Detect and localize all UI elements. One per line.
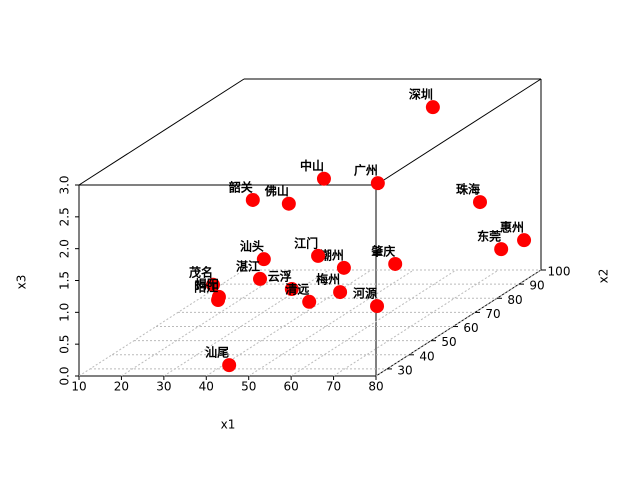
point-label: 江门 bbox=[294, 235, 318, 250]
grid-line bbox=[206, 269, 372, 377]
grid-line bbox=[163, 269, 330, 377]
grid-line bbox=[290, 269, 457, 377]
point bbox=[336, 260, 351, 275]
x1-tick-label: 70 bbox=[326, 380, 341, 394]
point-label: 阳江 bbox=[194, 280, 218, 295]
point-label: 河源 bbox=[352, 286, 377, 301]
point bbox=[494, 242, 509, 257]
x2-tick-label: 80 bbox=[507, 293, 522, 307]
x1-tick-label: 50 bbox=[241, 380, 256, 394]
x1-tick-label: 40 bbox=[199, 380, 214, 394]
point bbox=[222, 358, 237, 373]
grid-line bbox=[248, 269, 414, 377]
x2-tick-label: 40 bbox=[419, 349, 434, 363]
x1-tick-label: 30 bbox=[156, 380, 171, 394]
point-label: 茂名 bbox=[189, 264, 213, 279]
x3-tick-label: 1.5 bbox=[58, 271, 72, 290]
point-label: 云浮 bbox=[268, 269, 292, 284]
x2-tick-label: 70 bbox=[485, 307, 500, 321]
point-label: 湛江 bbox=[236, 258, 260, 273]
point-label: 佛山 bbox=[264, 183, 289, 198]
point bbox=[253, 271, 268, 286]
point-label: 深圳 bbox=[409, 87, 433, 102]
point-label: 揭阳 bbox=[195, 276, 219, 291]
point-label: 汕头 bbox=[240, 239, 264, 254]
box-edge bbox=[375, 78, 542, 186]
point bbox=[333, 285, 348, 300]
point-label: 清远 bbox=[285, 281, 309, 296]
x3-axis-label: x3 bbox=[15, 275, 29, 290]
grid-line bbox=[333, 269, 499, 377]
grid-line bbox=[78, 269, 245, 377]
point-label: 惠州 bbox=[500, 220, 524, 235]
x1-tick-label: 10 bbox=[71, 380, 86, 394]
x2-tick-label: 30 bbox=[397, 363, 412, 377]
point-label: 中山 bbox=[300, 158, 324, 173]
point bbox=[302, 294, 317, 309]
point bbox=[370, 176, 385, 191]
x3-tick-label: 0.5 bbox=[58, 335, 72, 354]
point-label: 汕尾 bbox=[205, 345, 229, 360]
x1-axis-label: x1 bbox=[221, 418, 236, 432]
point-label: 肇庆 bbox=[371, 243, 395, 258]
point-label: 珠海 bbox=[456, 182, 480, 197]
x3-tick-label: 1.0 bbox=[58, 303, 72, 322]
point bbox=[517, 233, 532, 248]
point bbox=[284, 282, 299, 297]
point-label: 梅州 bbox=[316, 272, 340, 287]
x3-tick-label: 0.0 bbox=[58, 366, 72, 385]
point bbox=[425, 100, 440, 115]
point-label: 潮州 bbox=[320, 247, 344, 262]
point-label: 东莞 bbox=[477, 229, 501, 244]
point bbox=[211, 293, 226, 308]
x2-tick-label: 50 bbox=[441, 335, 456, 349]
point bbox=[245, 192, 260, 207]
point-label: 广州 bbox=[354, 163, 378, 178]
x2-axis-label: x2 bbox=[597, 269, 611, 284]
box-edge bbox=[78, 78, 245, 186]
x2-tick-label: 90 bbox=[529, 279, 544, 293]
x2-tick-label: 60 bbox=[463, 321, 478, 335]
point bbox=[311, 248, 326, 263]
point bbox=[205, 277, 220, 292]
point bbox=[388, 256, 403, 271]
grid-line bbox=[375, 269, 542, 377]
x3-tick-label: 2.5 bbox=[58, 207, 72, 226]
point bbox=[256, 252, 271, 267]
point bbox=[472, 195, 487, 210]
grid-line bbox=[121, 269, 287, 377]
point-label: 韶关 bbox=[229, 179, 253, 194]
point bbox=[281, 196, 296, 211]
x1-tick-label: 80 bbox=[368, 380, 383, 394]
x1-tick-label: 20 bbox=[114, 380, 129, 394]
x3-tick-label: 3.0 bbox=[58, 175, 72, 194]
x3-tick-label: 2.0 bbox=[58, 239, 72, 258]
x1-tick-label: 60 bbox=[284, 380, 299, 394]
point bbox=[316, 171, 331, 186]
point bbox=[370, 299, 385, 314]
x2-tick-label: 100 bbox=[548, 265, 571, 279]
